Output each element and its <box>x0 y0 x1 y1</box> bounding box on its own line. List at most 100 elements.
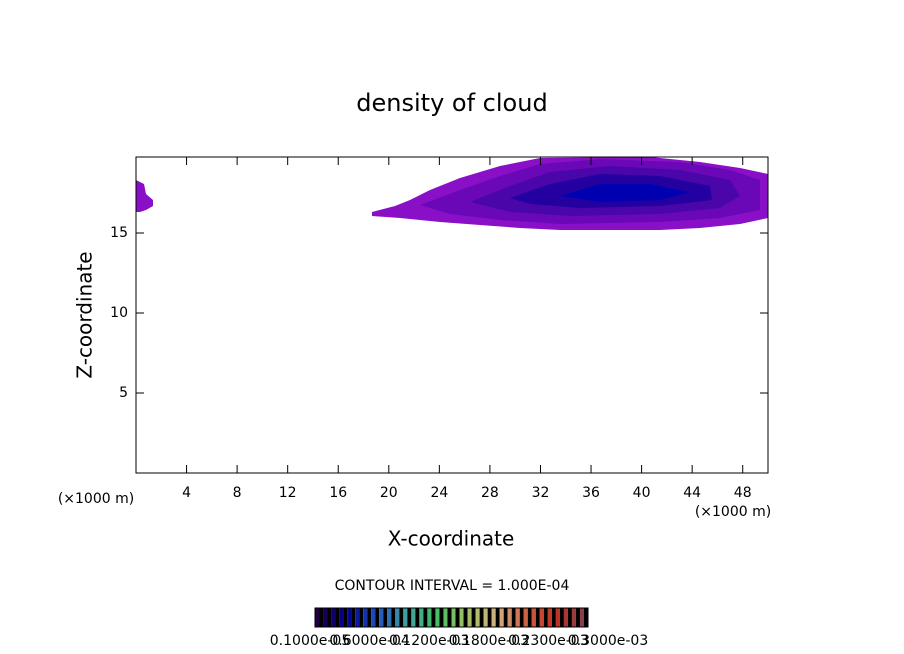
colorbar-stripe <box>375 608 380 627</box>
colorbar-stripe <box>575 608 580 627</box>
y-tick-label: 10 <box>110 305 128 321</box>
colorbar-stripe <box>463 608 468 627</box>
colorbar-stripe <box>315 608 320 627</box>
colorbar-stripe <box>455 608 460 627</box>
colorbar-stripe <box>363 608 368 627</box>
colorbar-label: 0.1000e-05 <box>270 633 350 649</box>
colorbar-stripe <box>579 608 584 627</box>
contour-note: CONTOUR INTERVAL = 1.000E-04 <box>335 578 570 594</box>
colorbar-stripe <box>319 608 324 627</box>
y-tick-label: 5 <box>119 385 128 401</box>
x-tick-label: 12 <box>279 485 297 501</box>
colorbar-stripe <box>451 608 456 627</box>
colorbar-stripe <box>407 608 412 627</box>
x-tick-label: 20 <box>380 485 398 501</box>
colorbar-stripe <box>519 608 524 627</box>
colorbar-stripe <box>491 608 496 627</box>
colorbar-stripe <box>351 608 356 627</box>
y-tick-label: 15 <box>110 225 128 241</box>
colorbar-stripe <box>339 608 344 627</box>
colorbar-stripe <box>395 608 400 627</box>
colorbar-stripe <box>371 608 376 627</box>
colorbar-label: 0.1200e-03 <box>389 633 469 649</box>
colorbar-stripe <box>419 608 424 627</box>
colorbar-stripe <box>347 608 352 627</box>
colorbar-stripe <box>423 608 428 627</box>
colorbar-stripe <box>495 608 500 627</box>
colorbar-stripe <box>439 608 444 627</box>
colorbar-stripe <box>331 608 336 627</box>
colorbar-stripe <box>427 608 432 627</box>
colorbar-stripe <box>515 608 520 627</box>
x-unit-label: (×1000 m) <box>695 504 771 520</box>
plot-frame <box>135 156 769 474</box>
x-tick-label: 40 <box>633 485 651 501</box>
x-axis-label: X-coordinate <box>388 527 515 551</box>
colorbar-stripe <box>435 608 440 627</box>
colorbar-stripe <box>559 608 564 627</box>
x-tick-label: 24 <box>430 485 448 501</box>
y-axis-label: Z-coordinate <box>73 251 97 378</box>
colorbar-stripe <box>399 608 404 627</box>
colorbar-frame <box>314 607 589 628</box>
colorbar-stripe <box>499 608 504 627</box>
colorbar-label: 0.1800e-03 <box>449 633 529 649</box>
x-tick-label: 16 <box>329 485 347 501</box>
colorbar-stripe <box>475 608 480 627</box>
colorbar-stripe <box>467 608 472 627</box>
colorbar-stripe <box>563 608 568 627</box>
colorbar-stripe <box>551 608 556 627</box>
colorbar-stripe <box>443 608 448 627</box>
x-tick-label: 32 <box>532 485 550 501</box>
x-tick-label: 28 <box>481 485 499 501</box>
x-tick-label: 8 <box>233 485 242 501</box>
x-unit-label: (×1000 m) <box>58 491 134 507</box>
x-tick-label: 36 <box>582 485 600 501</box>
colorbar-stripe <box>335 608 340 627</box>
colorbar-stripe <box>355 608 360 627</box>
colorbar-stripe <box>531 608 536 627</box>
colorbar-stripe <box>431 608 436 627</box>
colorbar-stripe <box>511 608 516 627</box>
colorbar-stripe <box>571 608 576 627</box>
colorbar-stripe <box>539 608 544 627</box>
colorbar-stripe <box>471 608 476 627</box>
colorbar-label: 0.2300e-03 <box>508 633 588 649</box>
colorbar-stripe <box>415 608 420 627</box>
colorbar-stripe <box>459 608 464 627</box>
contour-fill <box>560 184 690 202</box>
colorbar-stripe <box>547 608 552 627</box>
colorbar-stripe <box>567 608 572 627</box>
colorbar-stripe <box>479 608 484 627</box>
colorbar-stripe <box>583 608 588 627</box>
colorbar-stripe <box>535 608 540 627</box>
colorbar-label: 0.6000e-04 <box>329 633 410 649</box>
colorbar-label: 0.3000e-03 <box>568 633 648 649</box>
colorbar-stripe <box>503 608 508 627</box>
colorbar-stripe <box>543 608 548 627</box>
colorbar-stripe <box>359 608 364 627</box>
contour-fills <box>136 157 768 230</box>
colorbar-stripe <box>483 608 488 627</box>
chart-title: density of cloud <box>356 89 547 117</box>
colorbar-stripe <box>527 608 532 627</box>
x-tick-label: 48 <box>734 485 752 501</box>
x-tick-label: 4 <box>182 485 191 501</box>
x-tick-label: 44 <box>683 485 701 501</box>
colorbar-stripe <box>391 608 396 627</box>
colorbar-stripe <box>523 608 528 627</box>
colorbar-stripe <box>383 608 388 627</box>
colorbar-stripe <box>343 608 348 627</box>
contour-fill <box>136 180 153 212</box>
colorbar-stripe <box>487 608 492 627</box>
colorbar-stripe <box>447 608 452 627</box>
colorbar-stripe <box>555 608 560 627</box>
colorbar-stripe <box>379 608 384 627</box>
colorbar-stripe <box>507 608 512 627</box>
colorbar-stripe <box>367 608 372 627</box>
colorbar-stripe <box>403 608 408 627</box>
colorbar-stripe <box>327 608 332 627</box>
colorbar-stripe <box>387 608 392 627</box>
colorbar-stripe <box>411 608 416 627</box>
